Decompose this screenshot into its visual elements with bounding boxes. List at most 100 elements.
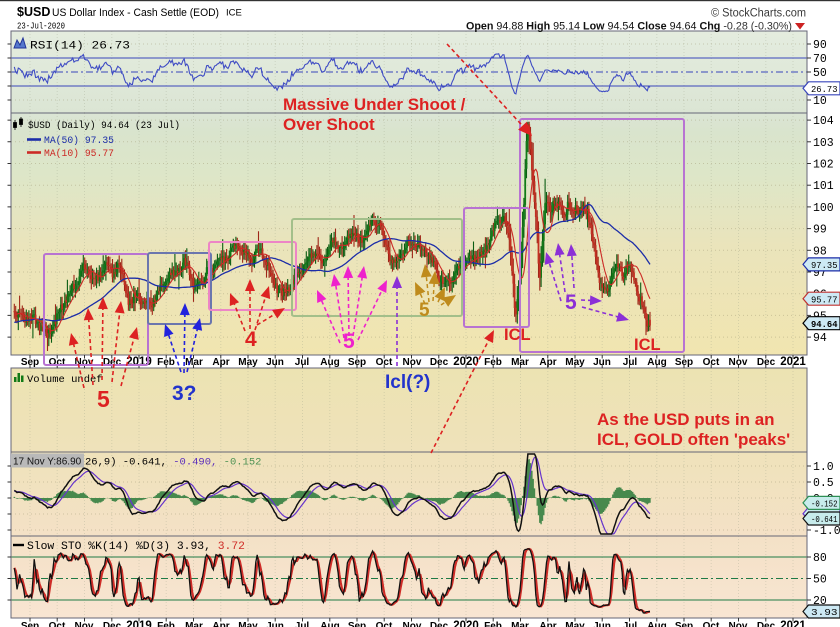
svg-text:Oct: Oct (703, 621, 720, 627)
svg-text:Apr: Apr (539, 357, 556, 368)
svg-text:101: 101 (813, 180, 834, 193)
svg-text:Aug: Aug (647, 357, 666, 368)
svg-text:Aug: Aug (320, 621, 339, 627)
svg-text:70: 70 (813, 53, 827, 66)
svg-text:98: 98 (813, 245, 827, 258)
svg-text:Sep: Sep (348, 621, 366, 627)
svg-text:Mar: Mar (185, 357, 203, 368)
svg-text:Feb: Feb (484, 357, 502, 368)
svg-text:Sep: Sep (348, 357, 366, 368)
svg-text:$USD (Daily) 94.64 (23 Jul): $USD (Daily) 94.64 (23 Jul) (28, 120, 180, 132)
svg-text:97.35: 97.35 (811, 260, 838, 271)
svg-text:26,9) -0.641, -0.490, -0.152: 26,9) -0.641, -0.490, -0.152 (85, 457, 261, 469)
svg-text:Dec: Dec (757, 621, 776, 627)
svg-text:Apr: Apr (539, 621, 556, 627)
svg-text:2019: 2019 (126, 620, 152, 627)
svg-text:Feb: Feb (484, 621, 502, 627)
svg-text:2020: 2020 (453, 356, 479, 368)
svg-text:99: 99 (813, 224, 827, 237)
svg-text:Jul: Jul (623, 621, 638, 627)
svg-text:Aug: Aug (647, 621, 666, 627)
svg-text:Mar: Mar (185, 621, 203, 627)
svg-text:5: 5 (97, 386, 110, 412)
svg-text:-0.641: -0.641 (811, 515, 838, 525)
svg-text:10: 10 (813, 95, 827, 108)
svg-text:Nov: Nov (729, 621, 748, 627)
svg-text:Dec: Dec (430, 621, 449, 627)
svg-text:ICL: ICL (504, 326, 531, 344)
svg-text:2020: 2020 (453, 620, 479, 627)
svg-text:Dec: Dec (103, 357, 122, 368)
svg-text:Oct: Oct (376, 357, 393, 368)
svg-text:Jun: Jun (266, 621, 284, 627)
svg-text:Nov: Nov (75, 357, 94, 368)
svg-text:Apr: Apr (212, 621, 229, 627)
svg-text:50: 50 (813, 67, 827, 80)
svg-text:Oct: Oct (376, 621, 393, 627)
svg-text:ICL: ICL (634, 336, 661, 354)
svg-text:As the USD puts in an: As the USD puts in an (597, 410, 775, 429)
svg-text:US Dollar Index - Cash Settle: US Dollar Index - Cash Settle (EOD) (52, 7, 219, 19)
svg-text:94: 94 (813, 332, 827, 345)
svg-text:Feb: Feb (157, 621, 175, 627)
svg-text:Oct: Oct (49, 357, 66, 368)
svg-text:1.0: 1.0 (813, 461, 834, 474)
svg-text:ICL, GOLD often 'peaks': ICL, GOLD often 'peaks' (597, 430, 790, 449)
svg-text:90: 90 (813, 39, 827, 52)
svg-text:Jul: Jul (623, 357, 638, 368)
svg-text:80: 80 (813, 552, 827, 565)
svg-text:2021: 2021 (780, 620, 806, 627)
svg-text:Nov: Nov (729, 357, 748, 368)
svg-text:Massive Under Shoot /: Massive Under Shoot / (283, 95, 466, 114)
svg-text:100: 100 (813, 202, 834, 215)
svg-text:Jun: Jun (593, 357, 611, 368)
svg-text:ICE: ICE (226, 8, 242, 19)
svg-text:Feb: Feb (157, 357, 175, 368)
svg-text:Jun: Jun (593, 621, 611, 627)
svg-text:Dec: Dec (430, 357, 449, 368)
svg-text:Sep: Sep (675, 357, 693, 368)
svg-text:May: May (565, 357, 585, 368)
svg-text:Jul: Jul (295, 621, 310, 627)
svg-text:Nov: Nov (403, 357, 422, 368)
svg-text:50: 50 (813, 574, 827, 587)
svg-text:Aug: Aug (320, 357, 339, 368)
svg-text:May: May (238, 621, 258, 627)
svg-text:5: 5 (343, 330, 355, 353)
svg-text:104: 104 (813, 115, 834, 128)
svg-text:Open 94.88 High 95.14 Low 94.5: Open 94.88 High 95.14 Low 94.54 Close 94… (466, 21, 792, 33)
svg-text:103: 103 (813, 137, 834, 150)
svg-text:MA(50) 97.35: MA(50) 97.35 (44, 135, 114, 147)
svg-text:95.77: 95.77 (811, 294, 838, 305)
svg-text:Mar: Mar (511, 621, 529, 627)
svg-text:Sep: Sep (21, 357, 39, 368)
svg-text:0.5: 0.5 (813, 477, 834, 490)
svg-text:3.93: 3.93 (811, 607, 838, 618)
svg-text:102: 102 (813, 159, 834, 172)
svg-text:RSI(14) 26.73: RSI(14) 26.73 (30, 41, 130, 53)
svg-text:Volume undef: Volume undef (27, 374, 103, 386)
svg-text:MA(10) 95.77: MA(10) 95.77 (44, 148, 114, 160)
svg-text:-1.0: -1.0 (813, 525, 840, 538)
svg-text:Oct: Oct (49, 621, 66, 627)
svg-text:$USD: $USD (17, 5, 50, 19)
svg-text:Nov: Nov (403, 621, 422, 627)
svg-text:Jun: Jun (266, 357, 284, 368)
svg-text:© StockCharts.com: © StockCharts.com (711, 8, 806, 20)
svg-text:17 Nov Y:86.90: 17 Nov Y:86.90 (13, 457, 82, 468)
svg-text:Jul: Jul (295, 357, 310, 368)
svg-text:Sep: Sep (21, 621, 39, 627)
svg-text:26.73: 26.73 (811, 84, 838, 95)
svg-text:Apr: Apr (212, 357, 229, 368)
svg-text:Dec: Dec (757, 357, 776, 368)
svg-text:Over Shoot: Over Shoot (283, 115, 375, 134)
svg-text:Dec: Dec (103, 621, 122, 627)
svg-text:May: May (565, 621, 585, 627)
svg-text:5: 5 (419, 300, 430, 321)
svg-text:Sep: Sep (675, 621, 693, 627)
svg-text:3?: 3? (172, 382, 197, 405)
svg-text:Mar: Mar (511, 357, 529, 368)
svg-text:4: 4 (245, 328, 257, 351)
svg-text:Slow STO %K(14) %D(3) 3.93, 3.: Slow STO %K(14) %D(3) 3.93, 3.72 (27, 541, 245, 553)
svg-text:2021: 2021 (780, 356, 806, 368)
